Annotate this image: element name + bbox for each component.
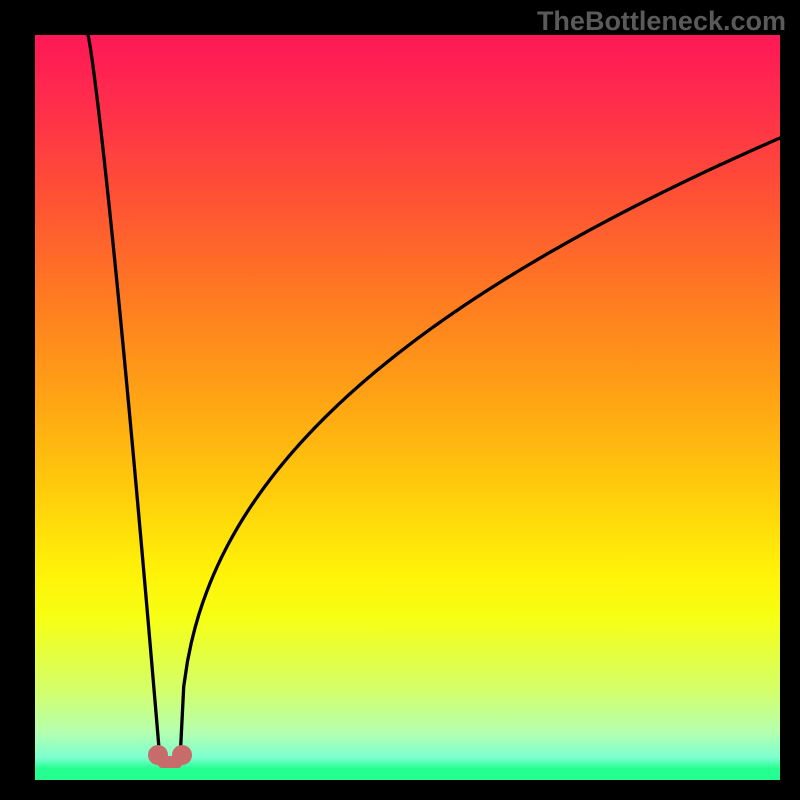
chart-container: TheBottleneck.com bbox=[0, 0, 800, 800]
curve-left-branch bbox=[88, 35, 160, 760]
curve-right-branch bbox=[180, 138, 780, 760]
watermark-text: TheBottleneck.com bbox=[537, 6, 786, 37]
chart-svg bbox=[0, 0, 800, 800]
notch-marker bbox=[148, 745, 192, 768]
